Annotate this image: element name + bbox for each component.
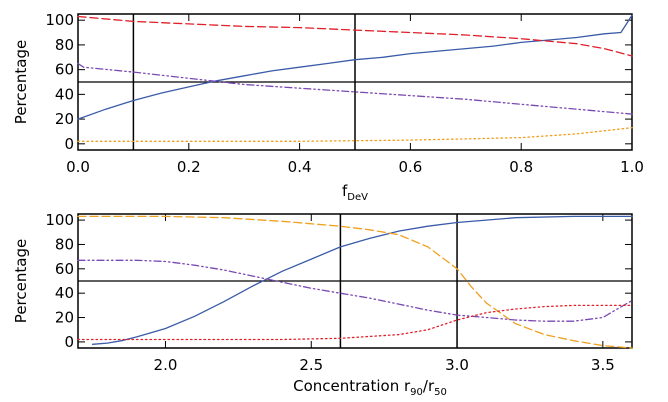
series-line-purple: [77, 62, 633, 115]
bottom-panel: 2.0 2.5 3.0 3.5 0 20 40 60 80 100 Percentage Con…: [12, 211, 633, 398]
series-line-red: [77, 304, 633, 341]
x-tick-label: 0.6: [398, 158, 422, 176]
series-line-orange: [77, 127, 633, 142]
y-axis-title: Percentage: [12, 239, 30, 323]
x-tick-label: 0.0: [66, 158, 90, 176]
y-ticks: 0 20 40 60 80 100: [45, 11, 632, 153]
y-tick-label: 100: [45, 11, 74, 29]
x-axis-title: fDeV: [342, 182, 368, 203]
x-ticks: 0.0 0.2 0.4 0.6 0.8 1.0: [66, 14, 644, 176]
series-group: [77, 215, 633, 349]
series-line-red: [77, 15, 633, 57]
y-axis-title: Percentage: [12, 40, 30, 124]
series-line-orange: [77, 215, 633, 349]
x-axis-title-subscript-1: 90: [410, 387, 423, 398]
y-tick-label: 40: [55, 85, 74, 103]
series-group: [77, 14, 633, 142]
y-ticks: 0 20 40 60 80 100: [45, 211, 632, 351]
x-tick-label: 2.0: [154, 356, 178, 374]
x-axis-title: Concentration r90/r50: [293, 377, 447, 398]
y-tick-label: 100: [45, 211, 74, 229]
x-axis-title-main: f: [342, 182, 348, 200]
y-tick-label: 60: [55, 61, 74, 79]
y-tick-label: 20: [55, 309, 74, 327]
x-tick-label: 2.5: [299, 356, 323, 374]
y-tick-label: 20: [55, 110, 74, 128]
x-tick-label: 0.8: [509, 158, 533, 176]
x-ticks: 2.0 2.5 3.0 3.5: [154, 214, 615, 374]
x-axis-title-main: Concentration r: [293, 377, 411, 395]
y-tick-label: 40: [55, 284, 74, 302]
reference-lines: [78, 14, 632, 150]
x-axis-title-subscript-2: 50: [434, 387, 447, 398]
y-tick-label: 80: [55, 235, 74, 253]
series-line-blue: [77, 14, 633, 120]
reference-lines: [78, 214, 632, 348]
x-tick-label: 3.0: [445, 356, 469, 374]
y-tick-label: 0: [64, 333, 74, 351]
x-tick-label: 0.4: [288, 158, 312, 176]
x-tick-label: 1.0: [620, 158, 644, 176]
series-line-purple: [77, 259, 633, 322]
y-tick-label: 80: [55, 36, 74, 54]
x-tick-label: 0.2: [177, 158, 201, 176]
x-tick-label: 3.5: [591, 356, 615, 374]
top-panel: 0.0 0.2 0.4 0.6 0.8 1.0 0 20 40 60 80 100 Percenta…: [12, 11, 644, 203]
y-tick-label: 0: [64, 135, 74, 153]
x-axis-title-subscript: DeV: [347, 192, 368, 203]
series-line-blue: [91, 215, 633, 345]
y-tick-label: 60: [55, 260, 74, 278]
x-axis-title-slash: /r: [423, 377, 435, 395]
